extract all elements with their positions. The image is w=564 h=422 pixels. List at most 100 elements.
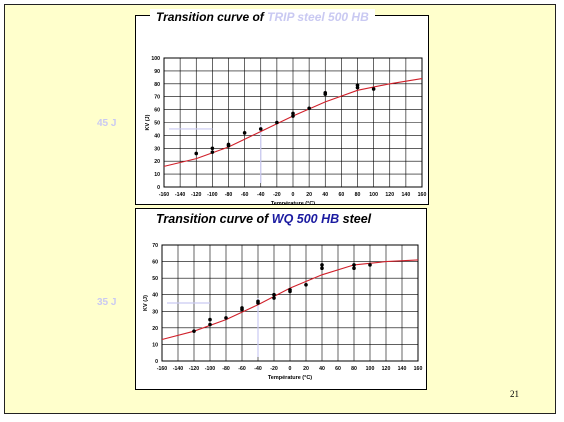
y-tick-label: 20 [154, 159, 160, 165]
data-point [304, 282, 308, 287]
x-tick-label: 80 [355, 192, 361, 198]
chart-svg-trip: -160 -140 -120 -100 -80 -60 -40 -20 0 20 40 60 80 100… [145, 56, 427, 207]
x-tick-label: 100 [366, 366, 375, 372]
x-tick-label: 80 [351, 366, 357, 372]
y-tick-label: 80 [154, 82, 160, 88]
side-label-bottom: 35 J [97, 297, 117, 308]
y-tick-label: 70 [154, 95, 160, 101]
y-tick-label: 90 [154, 69, 160, 75]
x-tick-label: -140 [173, 366, 183, 372]
data-point [272, 292, 276, 297]
y-tick-label: 50 [154, 121, 160, 127]
x-tick-label: -80 [222, 366, 230, 372]
chart-title-prefix: Transition curve of [156, 10, 268, 24]
x-tick-label: 60 [335, 366, 341, 372]
x-tick-label: -40 [254, 366, 262, 372]
data-point [194, 151, 199, 156]
data-point [242, 131, 247, 135]
side-label-top: 45 J [97, 118, 117, 129]
y-tick-label: 40 [152, 293, 158, 299]
x-tick-label: 40 [322, 192, 328, 198]
x-tick-label: -140 [175, 192, 185, 198]
data-point [275, 120, 279, 125]
x-tick-label: 140 [398, 366, 407, 372]
data-point [224, 316, 228, 320]
y-tick-label: 60 [152, 260, 158, 266]
y-axis-label: KV (J) [143, 295, 149, 311]
x-tick-label: -120 [191, 192, 201, 198]
data-point [291, 111, 295, 116]
data-point [371, 87, 376, 91]
data-point [272, 296, 276, 300]
x-tick-label: 160 [414, 366, 423, 372]
data-point [323, 91, 328, 95]
x-tick-label: 0 [292, 192, 295, 198]
x-tick-label: 160 [418, 192, 427, 198]
x-tick-label: 20 [303, 366, 309, 372]
chart-title-suffix: steel [339, 212, 372, 226]
x-tick-label: -160 [157, 366, 167, 372]
y-tick-label: 30 [152, 309, 158, 315]
chart-title-highlight: WQ 500 HB [271, 212, 340, 226]
chart-panel-wq: Transition curve of WQ 500 HB steel -160… [135, 208, 427, 390]
y-tick-label: 100 [151, 56, 160, 62]
page-number: 21 [510, 389, 519, 399]
x-axis-label: Température (°C) [271, 201, 315, 204]
y-tick-label: 60 [154, 108, 160, 114]
data-point [352, 263, 356, 267]
y-tick-label: 0 [157, 185, 160, 191]
x-tick-label: -120 [189, 366, 199, 372]
x-tick-label: 120 [385, 192, 394, 198]
x-tick-label: -80 [225, 192, 233, 198]
chart-title-prefix: Transition curve of [156, 212, 272, 226]
x-tick-label: 140 [402, 192, 411, 198]
data-point [208, 317, 212, 322]
data-point [226, 142, 231, 147]
x-tick-label: -160 [159, 192, 169, 198]
data-point [192, 329, 196, 333]
x-tick-label: 40 [319, 366, 325, 372]
chart-panel-trip: Transition curve of TRIP steel 500 HB -1… [135, 9, 429, 207]
y-tick-label: 30 [154, 146, 160, 152]
x-tick-label: -60 [238, 366, 246, 372]
x-tick-label: -40 [257, 192, 265, 198]
x-tick-label: -100 [207, 192, 217, 198]
data-point [355, 83, 360, 87]
chart-title-wq: Transition curve of WQ 500 HB steel [150, 211, 377, 227]
y-tick-label: 10 [152, 342, 158, 348]
x-tick-label: -20 [270, 366, 278, 372]
data-point [210, 146, 215, 151]
data-point [355, 85, 360, 90]
data-point [210, 150, 215, 154]
data-point [320, 263, 324, 267]
x-tick-label: 0 [289, 366, 292, 372]
data-point [258, 127, 263, 131]
data-point [320, 266, 324, 270]
y-tick-label: 70 [152, 243, 158, 249]
data-point [288, 287, 292, 292]
data-point [291, 114, 295, 118]
x-axis-label: Température (°C) [268, 375, 312, 381]
y-axis-label: KV (J) [145, 114, 151, 130]
x-tick-label: 100 [369, 192, 378, 198]
data-point [368, 263, 372, 267]
chart-title-trip: Transition curve of TRIP steel 500 HB [150, 9, 375, 25]
y-tick-label: 40 [154, 133, 160, 139]
x-tick-label: 20 [306, 192, 312, 198]
slide: 45 J 35 J Transition curve of TRIP steel… [4, 4, 556, 414]
y-tick-label: 0 [155, 359, 158, 365]
data-point [240, 306, 244, 310]
y-tick-label: 10 [154, 172, 160, 178]
data-point [352, 266, 356, 270]
x-tick-label: -60 [241, 192, 249, 198]
data-point [256, 299, 260, 304]
x-tick-label: 120 [382, 366, 391, 372]
chart-title-highlight: TRIP steel 500 HB [267, 10, 369, 24]
x-tick-label: -100 [205, 366, 215, 372]
chart-svg-wq: -160 -140 -120 -100 -80 -60 -40 -20 0 20 40 60 80 100… [143, 243, 423, 381]
data-point [208, 322, 212, 327]
x-tick-label: -20 [273, 192, 281, 198]
data-point [307, 106, 311, 111]
y-tick-label: 50 [152, 276, 158, 282]
y-tick-label: 20 [152, 326, 158, 332]
